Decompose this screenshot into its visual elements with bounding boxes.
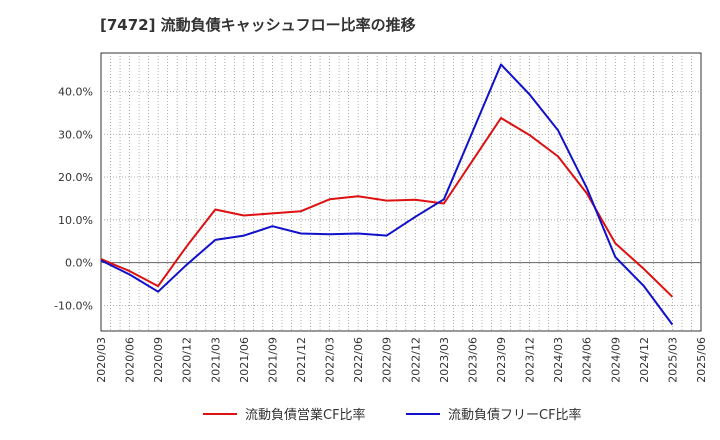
plot-area (100, 52, 702, 332)
x-tick-label: 2024/06 (581, 337, 594, 383)
legend-label-2: 流動負債フリーCF比率 (448, 407, 582, 423)
x-tick-label: 2021/03 (209, 337, 222, 383)
x-axis-ticks: 2020/03 2020/06 2020/09 2020/12 2021/03 2021/… (95, 337, 708, 383)
y-tick-label: 0.0% (65, 257, 93, 270)
y-tick-label: 10.0% (58, 214, 93, 227)
x-tick-label: 2023/03 (438, 337, 451, 383)
x-tick-label: 2025/06 (695, 337, 708, 383)
x-tick-label: 2024/09 (609, 337, 622, 383)
x-tick-label: 2025/03 (666, 337, 679, 383)
x-tick-label: 2020/03 (95, 337, 108, 383)
legend-label-1: 流動負債営業CF比率 (245, 407, 366, 423)
x-tick-label: 2022/09 (381, 337, 394, 383)
series-line-1 (100, 117, 674, 298)
x-tick-label: 2022/03 (324, 337, 337, 383)
x-tick-label: 2024/12 (638, 337, 651, 383)
x-tick-label: 2021/12 (295, 337, 308, 383)
x-tick-label: 2022/06 (352, 337, 365, 383)
x-tick-label: 2020/09 (152, 337, 165, 383)
x-tick-label: 2024/03 (552, 337, 565, 383)
series-layer (100, 63, 674, 326)
x-tick-label: 2023/12 (524, 337, 537, 383)
x-tick-label: 2023/09 (495, 337, 508, 383)
chart-title: [7472] 流動負債キャッシュフロー比率の推移 (100, 16, 416, 34)
x-tick-label: 2020/12 (181, 337, 194, 383)
y-tick-label: 20.0% (58, 171, 93, 184)
series-line-2 (100, 63, 674, 326)
x-tick-label: 2021/06 (238, 337, 251, 383)
x-tick-label: 2023/06 (466, 337, 479, 383)
y-tick-label: 30.0% (58, 128, 93, 141)
x-tick-label: 2021/09 (266, 337, 279, 383)
y-tick-label: -10.0% (54, 299, 93, 312)
y-axis-ticks: -10.0% 0.0% 10.0% 20.0% 30.0% 40.0% (54, 85, 93, 312)
x-tick-label: 2020/06 (124, 337, 137, 383)
legend: 流動負債営業CF比率 流動負債フリーCF比率 (203, 407, 582, 423)
y-tick-label: 40.0% (58, 85, 93, 98)
x-tick-label: 2022/12 (409, 337, 422, 383)
